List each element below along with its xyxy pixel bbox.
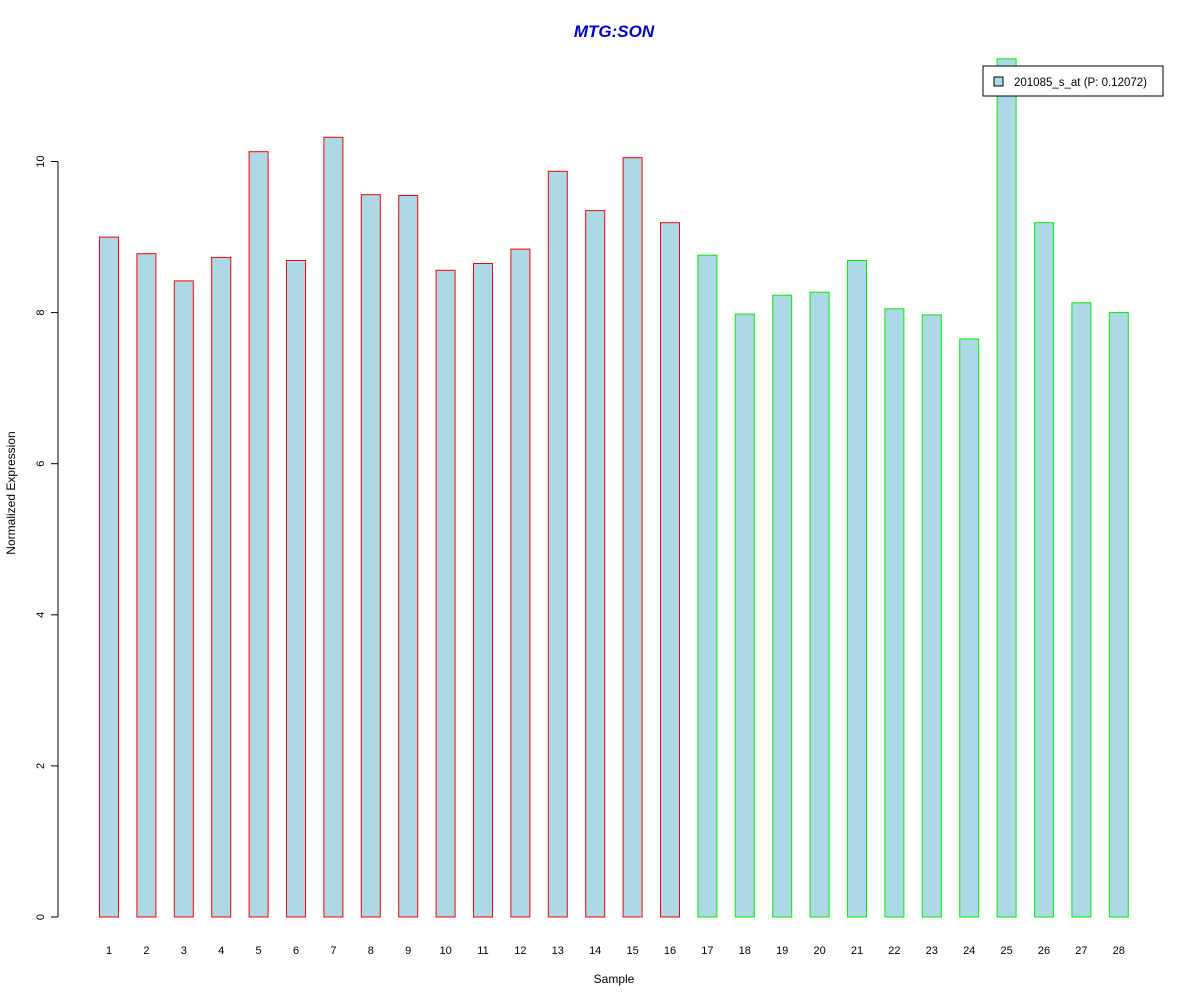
x-tick-label: 2 [143, 945, 149, 957]
x-tick-label: 6 [293, 945, 299, 957]
x-tick-label: 4 [218, 945, 224, 957]
x-tick-label: 20 [813, 945, 825, 957]
bar-sample-17 [697, 254, 718, 918]
x-tick-label: 28 [1113, 945, 1125, 957]
legend-box [982, 65, 1164, 97]
bar-sample-8 [360, 194, 381, 918]
bar-sample-7 [323, 136, 344, 918]
chart-title: MTG:SON [574, 22, 655, 41]
bars [99, 58, 1129, 918]
x-tick-label: 9 [405, 945, 411, 957]
y-tick-label: 4 [35, 612, 47, 618]
bar-sample-19 [772, 294, 793, 918]
x-tick-label: 25 [1000, 945, 1012, 957]
x-tick-label: 24 [963, 945, 975, 957]
bar-sample-11 [473, 263, 493, 918]
bar-sample-23 [921, 314, 942, 918]
bar-sample-4 [211, 256, 232, 918]
x-tick-label: 26 [1038, 945, 1050, 957]
x-tick-label: 10 [439, 945, 451, 957]
bar-sample-9 [398, 195, 419, 918]
bar-sample-21 [847, 260, 867, 918]
bar-sample-20 [809, 291, 830, 918]
x-tick-label: 23 [926, 945, 938, 957]
x-tick-label: 16 [664, 945, 676, 957]
y-axis: 0 2 4 6 8 10 [35, 155, 59, 920]
bar-sample-22 [884, 308, 905, 918]
bar-sample-18 [734, 313, 755, 918]
bar-sample-3 [173, 280, 194, 918]
bar-sample-28 [1108, 312, 1129, 918]
bar-sample-25 [996, 58, 1017, 918]
bar-sample-6 [286, 260, 306, 918]
bar-sample-13 [547, 170, 568, 918]
legend-label: 201085_s_at (P: 0.12072) [1014, 77, 1147, 89]
bar-sample-10 [435, 269, 456, 918]
y-tick-label: 2 [35, 763, 47, 769]
legend-swatch [993, 76, 1004, 87]
x-tick-labels: 1 2 3 4 5 6 7 8 9 10 11 12 13 14 15 16 17 18 19 20 21 22 23 24 2… [106, 945, 1125, 957]
x-tick-label: 7 [330, 945, 336, 957]
x-tick-label: 8 [368, 945, 374, 957]
bar-sample-15 [622, 157, 643, 918]
x-tick-label: 18 [739, 945, 751, 957]
bar-sample-12 [510, 248, 531, 918]
bar-sample-1 [99, 236, 119, 918]
bar-sample-16 [660, 222, 680, 918]
bar-sample-2 [136, 253, 157, 918]
x-tick-label: 12 [514, 945, 526, 957]
x-tick-label: 3 [181, 945, 187, 957]
bar-sample-5 [248, 151, 269, 918]
y-tick-label: 10 [35, 155, 47, 167]
x-tick-label: 19 [776, 945, 788, 957]
bar-sample-27 [1071, 302, 1092, 918]
x-tick-label: 27 [1075, 945, 1087, 957]
x-tick-label: 1 [106, 945, 112, 957]
y-tick-label: 0 [35, 914, 47, 920]
x-tick-label: 5 [256, 945, 262, 957]
bar-sample-26 [1034, 222, 1054, 918]
x-tick-label: 21 [851, 945, 863, 957]
y-tick-label: 8 [35, 310, 47, 316]
y-axis-label: Normalized Expression [4, 431, 18, 554]
x-axis-label: Sample [594, 972, 635, 986]
x-tick-label: 15 [626, 945, 638, 957]
bar-sample-24 [959, 338, 980, 918]
legend: 201085_s_at (P: 0.12072) [982, 65, 1164, 97]
x-tick-label: 11 [477, 945, 488, 957]
x-tick-label: 14 [589, 945, 601, 957]
x-tick-label: 13 [552, 945, 564, 957]
x-tick-label: 22 [888, 945, 900, 957]
y-tick-label: 6 [35, 461, 47, 467]
bar-sample-14 [585, 210, 606, 918]
x-tick-label: 17 [701, 945, 713, 957]
